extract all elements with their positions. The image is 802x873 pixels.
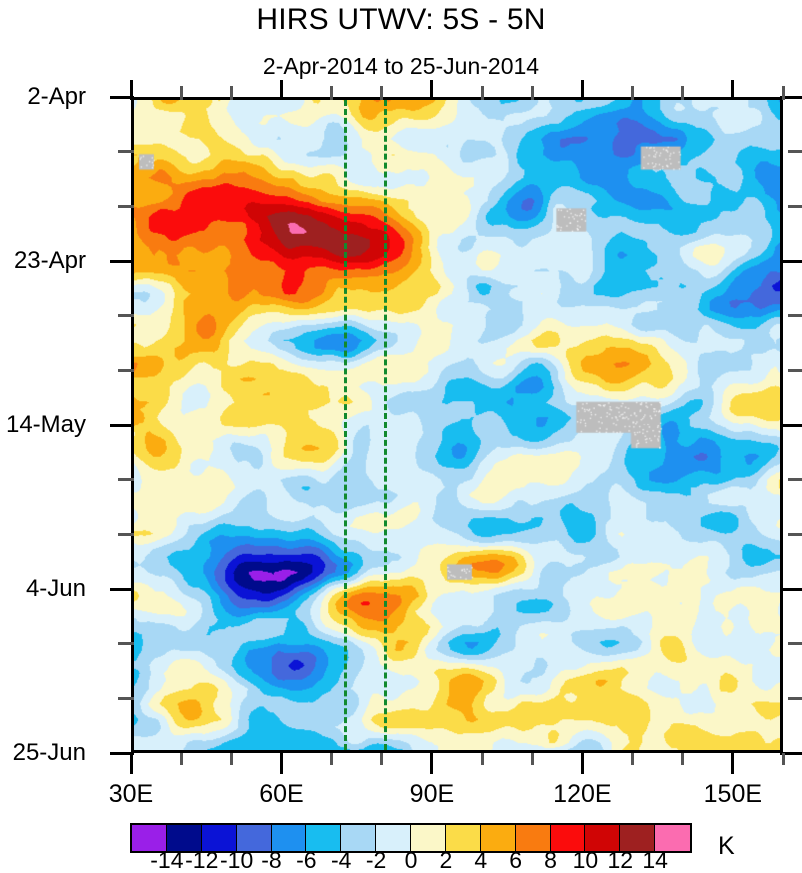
y-tick-minor-left [118, 314, 134, 317]
y-tick-major-right [780, 424, 802, 427]
y-tick-minor-right [788, 478, 802, 481]
x-tick-major-bottom [581, 753, 584, 774]
x-tick-major-bottom [130, 753, 133, 774]
x-tick-minor-top [380, 86, 383, 100]
x-tick-major-top [430, 80, 433, 100]
x-tick-minor-bottom [782, 753, 785, 765]
y-tick-minor-right [788, 642, 802, 645]
x-axis-tick-label: 60E [221, 781, 341, 807]
x-tick-minor-top [180, 86, 183, 100]
figure-subtitle: 2-Apr-2014 to 25-Jun-2014 [0, 52, 802, 80]
x-tick-minor-top [481, 86, 484, 100]
y-tick-minor-left [118, 205, 134, 208]
x-axis-tick-label: 120E [522, 781, 642, 807]
x-tick-major-top [280, 80, 283, 100]
x-tick-major-top [130, 80, 133, 100]
x-tick-minor-bottom [481, 753, 484, 765]
x-tick-minor-bottom [681, 753, 684, 765]
x-tick-major-bottom [430, 753, 433, 774]
x-tick-major-top [581, 80, 584, 100]
x-tick-minor-bottom [330, 753, 333, 765]
y-tick-major-left [110, 588, 134, 591]
x-tick-minor-top [531, 86, 534, 100]
x-axis-tick-label: 30E [71, 781, 191, 807]
x-tick-minor-bottom [631, 753, 634, 765]
y-tick-minor-left [118, 697, 134, 700]
x-axis-tick-label: 150E [673, 781, 793, 807]
x-tick-minor-bottom [230, 753, 233, 765]
colorbar-tick-label: 14 [625, 848, 685, 872]
hovmoller-heatmap-canvas [134, 100, 780, 750]
x-tick-minor-bottom [531, 753, 534, 765]
reference-line-1 [344, 100, 347, 750]
y-tick-minor-right [788, 533, 802, 536]
y-tick-minor-left [118, 150, 134, 153]
y-axis-tick-label: 2-Apr [0, 85, 86, 109]
y-tick-minor-left [118, 369, 134, 372]
y-axis-tick-label: 23-Apr [0, 249, 86, 273]
page-title: HIRS UTWV: 5S - 5N [0, 2, 802, 38]
x-axis-tick-label: 90E [372, 781, 492, 807]
y-axis-tick-label: 14-May [0, 413, 86, 437]
y-tick-minor-left [118, 533, 134, 536]
y-tick-major-right [780, 260, 802, 263]
hovmoller-figure: HIRS UTWV: 5S - 5N 2-Apr-2014 to 25-Jun-… [0, 0, 802, 869]
x-tick-major-bottom [280, 753, 283, 774]
x-tick-minor-top [230, 86, 233, 100]
y-tick-minor-left [118, 478, 134, 481]
x-tick-minor-bottom [180, 753, 183, 765]
y-tick-major-right [780, 588, 802, 591]
x-tick-minor-top [330, 86, 333, 100]
y-tick-minor-right [788, 369, 802, 372]
y-tick-minor-left [118, 642, 134, 645]
reference-line-2 [384, 100, 387, 750]
y-tick-minor-right [788, 150, 802, 153]
x-tick-minor-top [782, 86, 785, 100]
y-axis-tick-label: 25-Jun [0, 741, 86, 765]
x-tick-major-bottom [731, 753, 734, 774]
x-tick-major-top [731, 80, 734, 100]
x-tick-minor-top [631, 86, 634, 100]
y-tick-minor-right [788, 205, 802, 208]
x-tick-minor-top [681, 86, 684, 100]
colorbar-unit-label: K [718, 833, 735, 859]
y-tick-major-left [110, 424, 134, 427]
plot-area[interactable] [131, 97, 783, 753]
y-tick-minor-right [788, 314, 802, 317]
y-axis-tick-label: 4-Jun [0, 577, 86, 601]
y-tick-minor-right [788, 697, 802, 700]
y-tick-major-left [110, 260, 134, 263]
x-tick-minor-bottom [380, 753, 383, 765]
